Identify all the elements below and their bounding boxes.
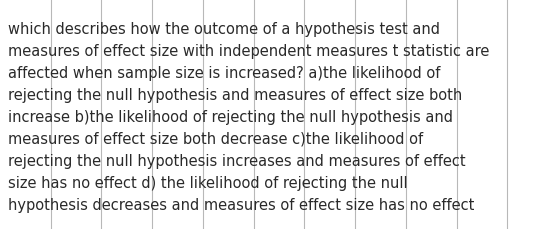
Text: size has no effect d) the likelihood of rejecting the null: size has no effect d) the likelihood of … (8, 175, 408, 190)
Text: which describes how the outcome of a hypothesis test and: which describes how the outcome of a hyp… (8, 22, 440, 37)
Text: rejecting the null hypothesis and measures of effect size both: rejecting the null hypothesis and measur… (8, 88, 462, 103)
Text: measures of effect size with independent measures t statistic are: measures of effect size with independent… (8, 44, 489, 59)
Text: increase b)the likelihood of rejecting the null hypothesis and: increase b)the likelihood of rejecting t… (8, 109, 453, 124)
Text: rejecting the null hypothesis increases and measures of effect: rejecting the null hypothesis increases … (8, 153, 465, 168)
Text: measures of effect size both decrease c)the likelihood of: measures of effect size both decrease c)… (8, 131, 423, 146)
Text: hypothesis decreases and measures of effect size has no effect: hypothesis decreases and measures of eff… (8, 197, 474, 212)
Text: affected when sample size is increased? a)the likelihood of: affected when sample size is increased? … (8, 66, 440, 81)
